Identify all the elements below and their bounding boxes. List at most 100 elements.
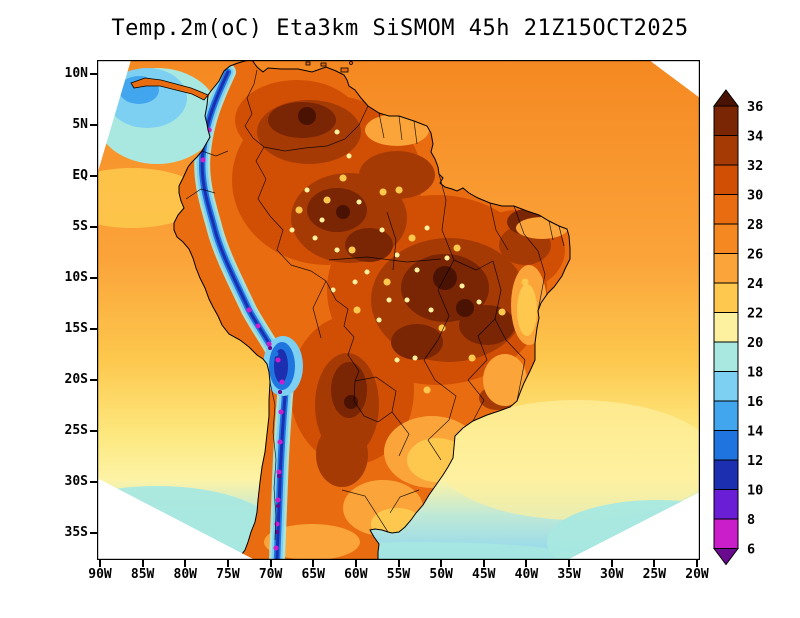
colorbar-segment xyxy=(713,253,739,284)
colorbar-tick-label: 12 xyxy=(747,453,763,469)
colorbar-segment xyxy=(713,135,739,166)
lon-tick-mark xyxy=(184,560,187,567)
lat-tick-mark xyxy=(90,175,97,177)
lake-titicaca xyxy=(273,351,279,357)
lon-tick-label: 25W xyxy=(642,567,667,582)
lon-tick-mark xyxy=(397,560,400,567)
lat-tick-mark xyxy=(90,532,97,534)
lon-tick-mark xyxy=(440,560,443,567)
andes-purple-spots xyxy=(268,346,283,534)
colorbar-segment xyxy=(713,194,739,225)
colorbar-tick-label: 34 xyxy=(747,129,763,145)
temperature-map xyxy=(97,60,700,560)
lon-tick-mark xyxy=(226,560,229,567)
colorbar-tick-label: 36 xyxy=(747,99,763,115)
lon-tick-label: 55W xyxy=(386,567,411,582)
colorbar-segment xyxy=(713,400,739,431)
land-temperature-field xyxy=(202,72,568,560)
domain-boundary-mask xyxy=(97,60,700,560)
lat-tick-label: 10S xyxy=(64,270,88,285)
colorbar-segment xyxy=(713,459,739,490)
lon-tick-mark xyxy=(269,560,272,567)
plot-title: Temp.2m(oC) Eta3km SiSMOM 45h 21Z15OCT20… xyxy=(111,16,689,41)
colorbar-tick-label: 30 xyxy=(747,188,763,204)
lon-tick-mark xyxy=(525,560,528,567)
colorbar-tick-label: 32 xyxy=(747,158,763,174)
colorbar-arrow-top xyxy=(713,89,739,107)
lat-tick-mark xyxy=(90,226,97,228)
lon-tick-label: 50W xyxy=(429,567,453,582)
colorbar-segment xyxy=(713,282,739,313)
lat-tick-label: 5S xyxy=(72,219,88,234)
political-boundaries xyxy=(185,69,565,541)
map-plot-area xyxy=(97,60,700,560)
central-america-landstrip xyxy=(130,77,209,101)
lat-tick-label: EQ xyxy=(72,168,88,183)
lon-tick-mark xyxy=(99,560,101,567)
lon-tick-label: 90W xyxy=(88,567,112,582)
colorbar-tick-label: 24 xyxy=(747,276,763,292)
colorbar-segment xyxy=(713,430,739,461)
colorbar-tick-label: 16 xyxy=(747,394,763,410)
colorbar-segment xyxy=(713,312,739,343)
temperature-colorbar: 36 34 32 30 28 26 24 22 20 18 16 14 12 10 8 6 xyxy=(713,89,763,566)
lat-tick-label: 35S xyxy=(64,525,88,540)
lat-tick-label: 30S xyxy=(64,474,88,489)
colorbar-tick-label: 20 xyxy=(747,335,763,351)
lat-tick-mark xyxy=(90,277,97,279)
colorbar-tick-label: 14 xyxy=(747,424,763,440)
lat-tick-label: 25S xyxy=(64,423,88,438)
colorbar-tick-label: 8 xyxy=(747,512,755,528)
warm-blobs xyxy=(232,80,568,560)
colorbar-arrow-bottom xyxy=(713,548,739,566)
lon-tick-label: 60W xyxy=(344,567,368,582)
colorbar-segment xyxy=(713,223,739,254)
lat-tick-label: 20S xyxy=(64,372,88,387)
cool-speckles-pale xyxy=(289,129,482,363)
lon-tick-label: 45W xyxy=(472,567,496,582)
colorbar-tick-label: 26 xyxy=(747,247,763,263)
lon-tick-label: 65W xyxy=(301,567,325,582)
colorbar-tick-label: 18 xyxy=(747,365,763,381)
lon-tick-label: 70W xyxy=(258,567,283,582)
lon-tick-label: 80W xyxy=(173,567,198,582)
lon-tick-mark xyxy=(610,560,613,567)
lon-tick-label: 75W xyxy=(216,567,240,582)
lon-tick-mark xyxy=(482,560,485,567)
lat-tick-mark xyxy=(90,430,97,432)
colorbar-tick-label: 10 xyxy=(747,483,763,499)
lon-tick-mark xyxy=(354,560,357,567)
colorbar-segment xyxy=(713,105,739,136)
caribbean-islands xyxy=(305,61,353,73)
lat-tick-label: 15S xyxy=(64,321,88,336)
colorbar-segment xyxy=(713,164,739,195)
colorbar-segment xyxy=(713,518,739,549)
plot-frame xyxy=(97,60,700,560)
lat-tick-mark xyxy=(90,328,97,330)
colorbar-segment xyxy=(713,371,739,402)
lon-tick-label: 20W xyxy=(685,567,709,582)
colorbar-tick-label: 6 xyxy=(747,542,755,558)
colorbar-tick-label: 22 xyxy=(747,306,763,322)
lon-tick-mark xyxy=(568,560,571,567)
lon-tick-label: 30W xyxy=(599,567,624,582)
lon-tick-mark xyxy=(653,560,656,567)
lon-tick-mark xyxy=(141,560,144,567)
andes-magenta-spots xyxy=(200,127,285,551)
lon-tick-label: 40W xyxy=(514,567,539,582)
lat-tick-mark xyxy=(90,124,97,126)
lat-tick-label: 10N xyxy=(64,66,88,81)
lon-tick-mark xyxy=(312,560,315,567)
colorbar-segment xyxy=(713,489,739,520)
lat-tick-mark xyxy=(90,73,97,75)
lon-tick-label: 85W xyxy=(130,567,155,582)
colorbar-segment xyxy=(713,341,739,372)
colorbar-tick-label: 28 xyxy=(747,217,763,233)
andes-cold-band xyxy=(202,72,303,560)
lat-tick-mark xyxy=(90,481,97,483)
cool-speckles-yellow xyxy=(295,174,529,394)
lon-tick-label: 35W xyxy=(557,567,581,582)
lat-tick-mark xyxy=(90,379,97,381)
lon-tick-mark xyxy=(696,560,698,567)
